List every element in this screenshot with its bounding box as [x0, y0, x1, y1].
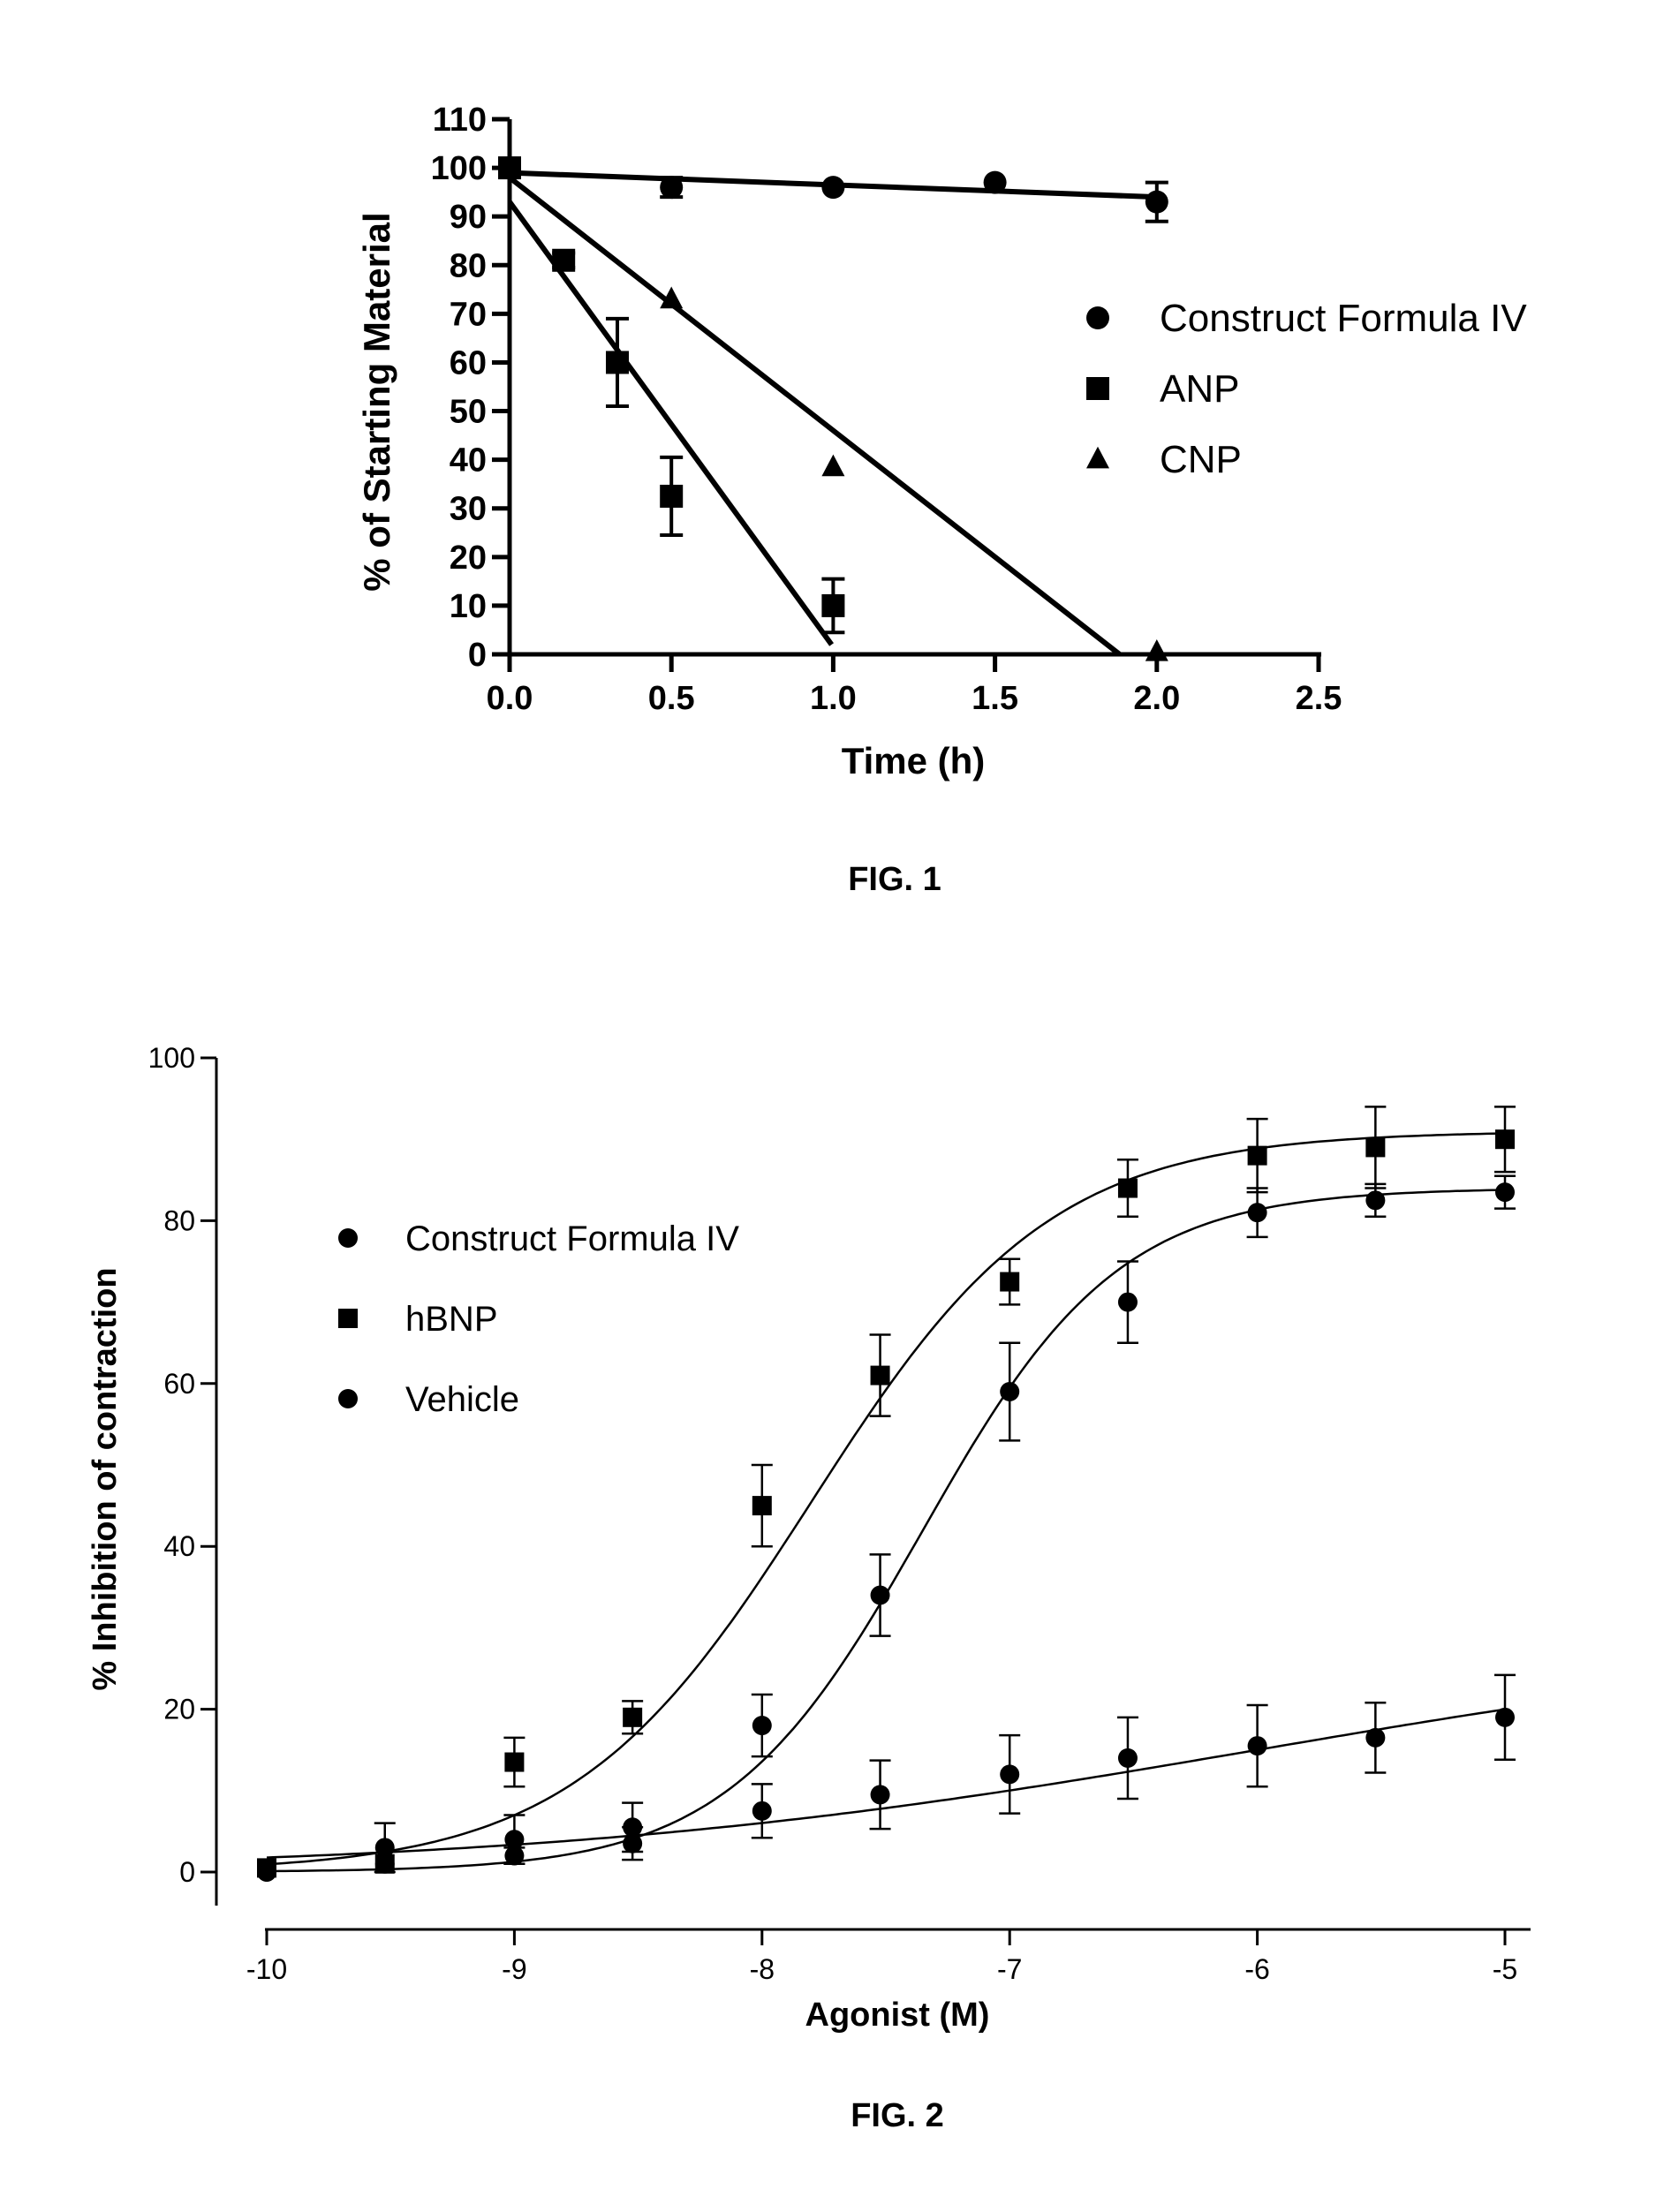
fig1-legend-marker-cnp [1086, 447, 1109, 469]
fig2-x-tick-label: -10 [246, 1953, 287, 1985]
fig2-marker-vehicle [375, 1838, 395, 1857]
fig1-marker-anp [821, 594, 844, 617]
fig1-marker-construct-formula-iv [984, 171, 1007, 194]
fig1-marker-construct-formula-iv [821, 176, 844, 199]
fig1-x-axis-label: Time (h) [842, 740, 986, 781]
fig2-marker-vehicle [257, 1862, 276, 1882]
fig1-y-tick-label: 90 [450, 199, 487, 236]
fig1-legend-label-anp: ANP [1160, 367, 1239, 411]
fig2-marker-construct-formula-iv [1118, 1293, 1138, 1312]
fig2-axes: -10 -9 -8 -7 -6 -5 0 20 40 60 80 100 [148, 1042, 1531, 1985]
fig1-x-tick-label: 1.0 [810, 680, 857, 717]
fig1-x-tick-label: 0.0 [487, 680, 533, 717]
fig2-marker-hbnp [1495, 1129, 1515, 1149]
fig1-chart: 0.0 0.5 1.0 1.5 2.0 2.5 0 10 20 30 40 50 60 70 80 90 100… [356, 102, 1527, 898]
fig2-fit-curve-construct-formula-iv [267, 1190, 1505, 1872]
fig1-y-axis-label: % of Starting Material [356, 212, 397, 591]
fig2-x-tick-label: -8 [750, 1953, 775, 1985]
fig1-x-tick-label: 2.5 [1296, 680, 1342, 717]
fig2-y-tick-label: 60 [163, 1368, 195, 1400]
fig1-y-tick-label: 10 [450, 588, 487, 625]
fig2-marker-construct-formula-iv [1248, 1203, 1267, 1222]
fig2-marker-vehicle [504, 1830, 524, 1849]
fig2-legend-marker-construct-formula-iv [338, 1228, 358, 1248]
fig2-marker-vehicle [752, 1801, 772, 1821]
fig2-y-tick-label: 80 [163, 1204, 195, 1236]
fig1-y-tick-label: 50 [450, 394, 487, 431]
fig1-y-tick-label: 80 [450, 247, 487, 284]
fig1-legend-marker-anp [1086, 377, 1109, 400]
fig2-chart: -10 -9 -8 -7 -6 -5 0 20 40 60 80 100 Agonist (M) % … [87, 1042, 1531, 2134]
fig2-y-tick-label: 0 [179, 1856, 195, 1888]
fig2-marker-hbnp [504, 1753, 524, 1772]
fig2-legend-label-vehicle: Vehicle [405, 1380, 519, 1419]
fig2-marker-construct-formula-iv [1495, 1182, 1515, 1202]
fig1-y-tick-label: 60 [450, 344, 487, 381]
fig2-y-axis-label: % Inhibition of contraction [87, 1267, 124, 1690]
fig1-x-tick-label: 2.0 [1133, 680, 1180, 717]
fig1-marker-cnp [1146, 639, 1168, 661]
fig2-x-tick-label: -9 [502, 1953, 526, 1985]
fig1-legend: Construct Formula IV ANP CNP [1086, 297, 1527, 481]
fig2-marker-construct-formula-iv [1000, 1382, 1019, 1401]
fig2-marker-hbnp [1365, 1137, 1385, 1157]
fig2-legend-marker-hbnp [338, 1309, 358, 1328]
fig2-x-tick-label: -5 [1493, 1953, 1517, 1985]
fig1-marker-anp [606, 351, 629, 374]
fig1-fit-line-cnp [510, 177, 1120, 654]
fig2-marker-vehicle [1495, 1708, 1515, 1727]
fig1-marker-construct-formula-iv [660, 176, 683, 199]
fig1-marker-cnp [821, 455, 844, 477]
fig1-y-tick-label: 20 [450, 540, 487, 577]
fig2-x-tick-label: -7 [997, 1953, 1022, 1985]
fig2-legend: Construct Formula IV hBNP Vehicle [338, 1219, 739, 1419]
fig2-marker-vehicle [1365, 1728, 1385, 1748]
fig1-y-tick-label: 30 [450, 491, 487, 528]
fig2-marker-hbnp [1248, 1146, 1267, 1166]
fig1-marker-construct-formula-iv [1146, 191, 1168, 214]
fig2-legend-marker-vehicle [338, 1389, 358, 1408]
fig1-x-tick-label: 0.5 [648, 680, 695, 717]
fig2-marker-construct-formula-iv [871, 1586, 890, 1605]
fig2-figure-label: FIG. 2 [851, 2097, 944, 2134]
fig1-y-tick-label: 70 [450, 296, 487, 333]
fig2-legend-label-construct-formula-iv: Construct Formula IV [405, 1219, 739, 1258]
fig2-x-tick-label: -6 [1244, 1953, 1269, 1985]
fig1-y-tick-label: 100 [431, 150, 487, 187]
fig2-marker-vehicle [1000, 1764, 1019, 1784]
fig2-marker-vehicle [1248, 1736, 1267, 1755]
fig2-marker-vehicle [1118, 1748, 1138, 1768]
fig1-legend-label-cnp: CNP [1160, 438, 1242, 481]
fig2-y-tick-label: 100 [148, 1042, 195, 1074]
patent-figure-page: 0.0 0.5 1.0 1.5 2.0 2.5 0 10 20 30 40 50 60 70 80 90 100… [0, 0, 1671, 2212]
fig2-marker-hbnp [1000, 1272, 1019, 1292]
fig2-marker-construct-formula-iv [1365, 1190, 1385, 1210]
fig2-marker-vehicle [623, 1817, 642, 1837]
fig2-marker-vehicle [871, 1785, 890, 1804]
fig1-marker-anp [552, 249, 575, 272]
fig1-y-tick-label: 0 [468, 637, 487, 674]
fig1-error-bars [552, 177, 1168, 632]
fig2-x-axis-label: Agonist (M) [805, 1997, 990, 2034]
fig1-y-tick-label: 110 [433, 102, 487, 139]
fig2-marker-construct-formula-iv [752, 1716, 772, 1735]
fig1-legend-label-construct-formula-iv: Construct Formula IV [1160, 297, 1527, 340]
fig1-marker-anp [660, 485, 683, 508]
fig2-y-tick-label: 40 [163, 1530, 195, 1562]
fig1-legend-marker-construct-formula-iv [1086, 306, 1109, 329]
fig2-legend-label-hbnp: hBNP [405, 1300, 498, 1339]
fig2-fit-curve-vehicle [267, 1710, 1505, 1858]
fig2-marker-hbnp [871, 1366, 890, 1385]
fig2-marker-hbnp [1118, 1179, 1138, 1198]
fig2-marker-hbnp [752, 1496, 772, 1515]
fig1-figure-label: FIG. 1 [848, 861, 941, 898]
fig2-y-tick-label: 20 [163, 1694, 195, 1725]
fig1-x-tick-label: 1.5 [972, 680, 1018, 717]
fig2-marker-hbnp [623, 1708, 642, 1727]
fig1-y-tick-label: 40 [450, 442, 487, 479]
